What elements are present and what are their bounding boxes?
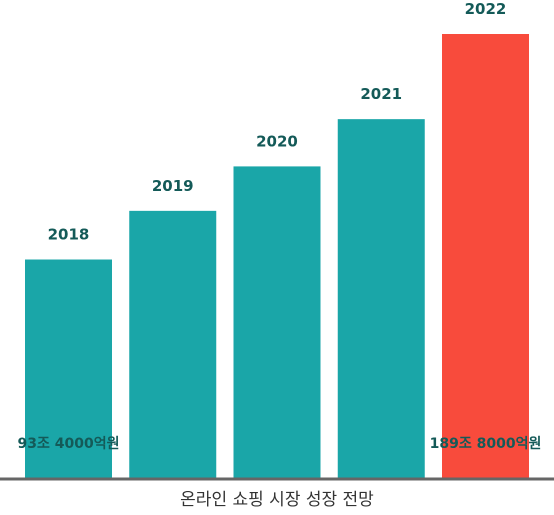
data-label-2018: 93조 4000억원 <box>18 436 120 452</box>
category-label-2018: 2018 <box>48 226 90 244</box>
category-label-2021: 2021 <box>360 85 402 103</box>
bar-2022 <box>442 34 529 478</box>
bar-2020 <box>233 166 321 478</box>
category-label-2019: 2019 <box>152 177 194 195</box>
data-label-2022: 189조 8000억원 <box>430 436 542 452</box>
category-label-2020: 2020 <box>256 132 298 150</box>
year-labels-group: 2018 2019 2020 2021 2022 <box>48 0 507 244</box>
bar-2018 <box>25 259 112 478</box>
bar-2019 <box>129 210 217 478</box>
bar-2021 <box>337 119 425 478</box>
value-labels-group: 93조 4000억원 189조 8000억원 <box>18 436 542 452</box>
category-label-2022: 2022 <box>465 0 507 18</box>
bars-group <box>25 34 529 478</box>
chart-title: 온라인 쇼핑 시장 성장 전망 <box>180 490 374 510</box>
